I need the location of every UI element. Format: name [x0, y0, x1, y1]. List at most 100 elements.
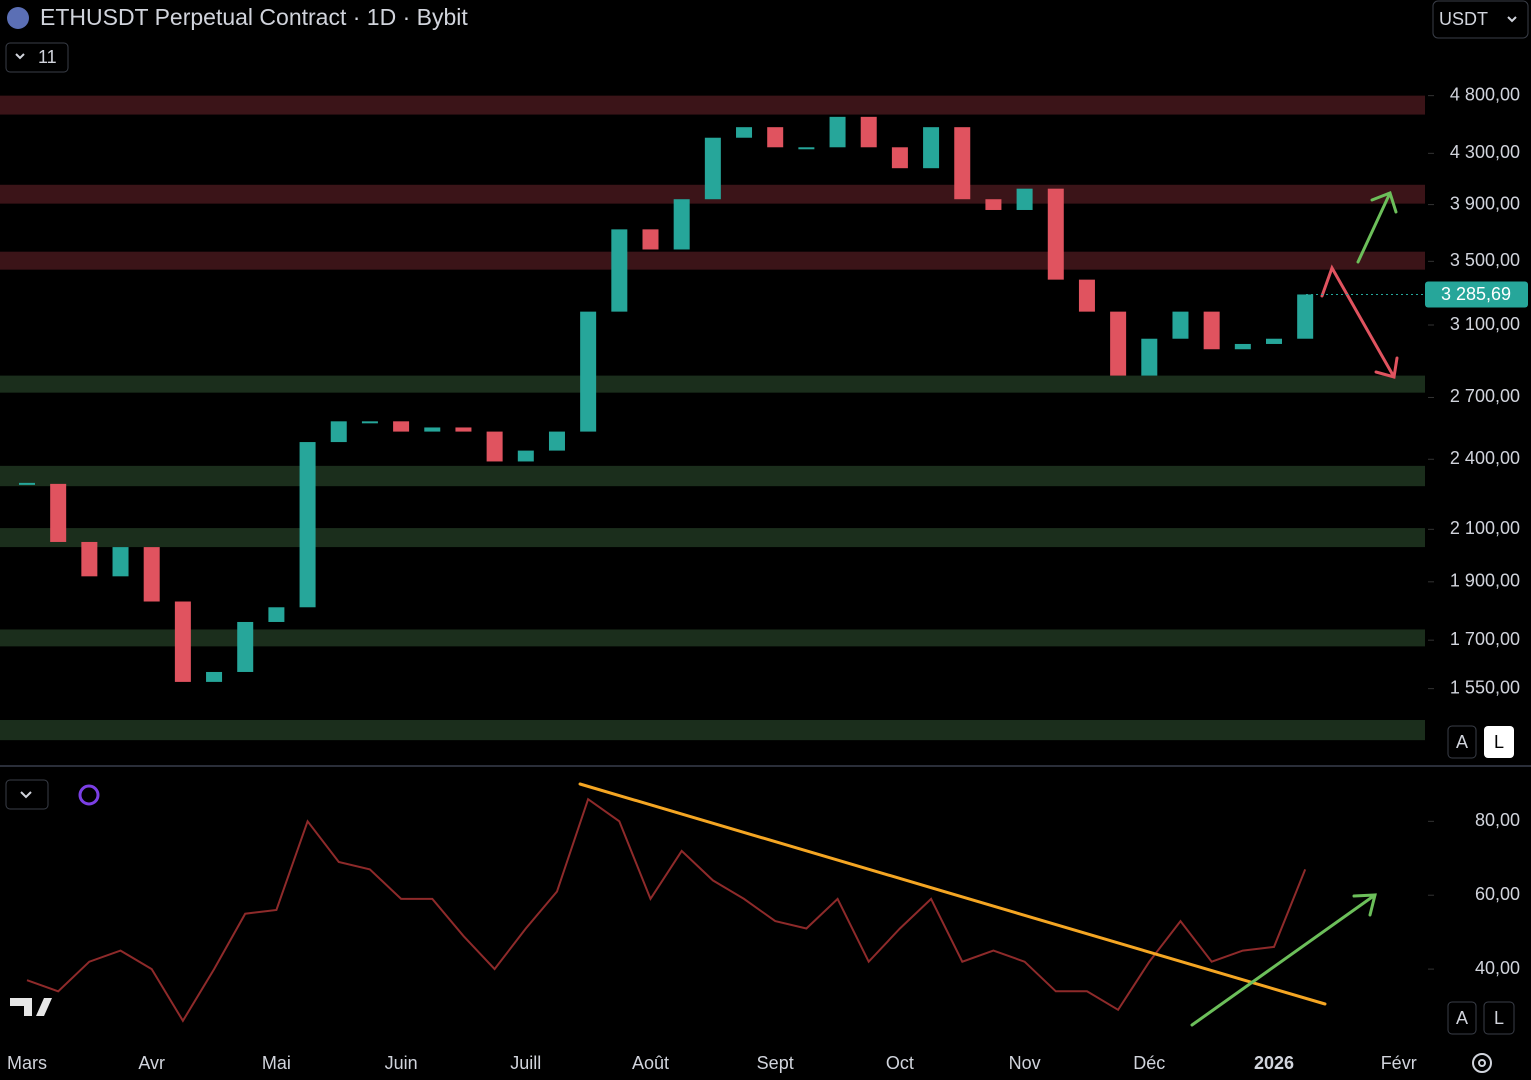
- y-tick-label: 1 900,00: [1450, 571, 1520, 591]
- candle: [81, 541, 98, 577]
- candle: [1234, 343, 1251, 350]
- candle: [611, 229, 628, 312]
- chevron-icon: [1507, 16, 1517, 23]
- candle: [206, 671, 223, 682]
- candle: [642, 229, 659, 250]
- down-arrow: [1320, 264, 1399, 379]
- candle: [548, 431, 565, 451]
- candle: [486, 431, 503, 462]
- y-tick-label: 3 100,00: [1450, 314, 1520, 334]
- candle: [704, 137, 721, 200]
- x-tick-label: Mars: [7, 1053, 47, 1073]
- pane-toggle[interactable]: [5, 779, 49, 810]
- zone: [0, 528, 1425, 548]
- y-tick-label: 60,00: [1475, 884, 1520, 904]
- y-tick-label: 40,00: [1475, 958, 1520, 978]
- trend-arrow: [1190, 893, 1377, 1027]
- y-tick-label: 2 400,00: [1450, 448, 1520, 468]
- trend-line: [578, 782, 1327, 1006]
- candle: [361, 421, 378, 424]
- zone: [0, 629, 1425, 647]
- candle: [1110, 311, 1127, 376]
- y-tick-label: 3 500,00: [1450, 250, 1520, 270]
- candle: [517, 450, 534, 462]
- candle: [736, 127, 753, 138]
- zone: [0, 720, 1425, 741]
- x-tick-label: Déc: [1133, 1053, 1165, 1073]
- indicator-toggle[interactable]: [5, 42, 69, 73]
- log-scale-button[interactable]: [1484, 726, 1514, 758]
- indicator-count: 11: [38, 47, 57, 67]
- candle: [50, 483, 67, 542]
- candle: [1078, 279, 1095, 312]
- auto-scale-button[interactable]: [1447, 1001, 1477, 1035]
- candle: [112, 547, 129, 577]
- zone: [0, 95, 1425, 115]
- drawings: [578, 191, 1399, 1027]
- symbol-icon: [7, 7, 29, 29]
- chart-title: ETHUSDT Perpetual Contract · 1D · Bybit: [40, 4, 468, 30]
- chevron-icon: [20, 791, 32, 799]
- log-scale-label: L: [1494, 1008, 1504, 1028]
- candle: [829, 116, 846, 148]
- candle: [174, 601, 191, 682]
- candle: [1016, 188, 1033, 210]
- settings-icon-core: [1478, 1059, 1486, 1067]
- marks: [19, 116, 1314, 1023]
- candle: [954, 127, 971, 200]
- x-tick-label: Mai: [262, 1053, 291, 1073]
- candle: [1266, 338, 1282, 344]
- x-tick-label: Oct: [886, 1053, 914, 1073]
- auto-scale-button[interactable]: [1447, 725, 1477, 759]
- candle: [580, 311, 597, 432]
- candle: [330, 421, 347, 443]
- x-tick-label: Févr: [1381, 1053, 1417, 1073]
- sync-icon[interactable]: [78, 784, 100, 806]
- zone: [0, 251, 1425, 270]
- candle: [143, 547, 160, 602]
- candle: [891, 147, 908, 169]
- chevron-icon: [15, 53, 25, 60]
- x-tick-label: Avr: [138, 1053, 165, 1073]
- candle: [424, 427, 441, 432]
- x-tick-label: Juill: [510, 1053, 541, 1073]
- zone: [0, 375, 1425, 393]
- y-tick-label: 1 700,00: [1450, 629, 1520, 649]
- candle: [985, 199, 1002, 210]
- settings-icon[interactable]: [1472, 1053, 1492, 1073]
- x-tick-label: Juin: [385, 1053, 418, 1073]
- x-tick-label: Sept: [757, 1053, 794, 1073]
- candle: [1172, 311, 1189, 339]
- candle: [798, 147, 815, 150]
- y-tick-label: 3 900,00: [1450, 193, 1520, 213]
- auto-scale-label: A: [1456, 1008, 1468, 1028]
- x-tick-label: Août: [632, 1053, 669, 1073]
- candle: [393, 421, 410, 432]
- x-tick-label: 2026: [1254, 1053, 1294, 1073]
- currency-label: USDT: [1439, 9, 1488, 29]
- currency-select[interactable]: [1432, 0, 1529, 39]
- candle: [1297, 294, 1314, 339]
- y-tick-label: 2 100,00: [1450, 518, 1520, 538]
- last-price-tag: [1425, 281, 1528, 308]
- candle: [1047, 188, 1064, 280]
- candle: [237, 621, 254, 672]
- tradingview-logo: [10, 998, 52, 1016]
- y-tick-label: 4 300,00: [1450, 142, 1520, 162]
- zones: [0, 95, 1425, 741]
- log-scale-label: L: [1494, 732, 1504, 752]
- rsi-line: [26, 797, 1307, 1023]
- auto-scale-label: A: [1456, 732, 1468, 752]
- log-scale-button[interactable]: [1483, 1001, 1515, 1035]
- candle: [299, 442, 316, 608]
- last-price-label: 3 285,69: [1441, 284, 1511, 304]
- candle: [860, 116, 877, 148]
- y-tick-label: 4 800,00: [1450, 84, 1520, 104]
- x-tick-label: Nov: [1009, 1053, 1041, 1073]
- candle: [673, 199, 690, 250]
- candle: [1141, 338, 1158, 376]
- candle: [767, 127, 784, 148]
- candle: [923, 127, 940, 169]
- candle: [268, 607, 285, 622]
